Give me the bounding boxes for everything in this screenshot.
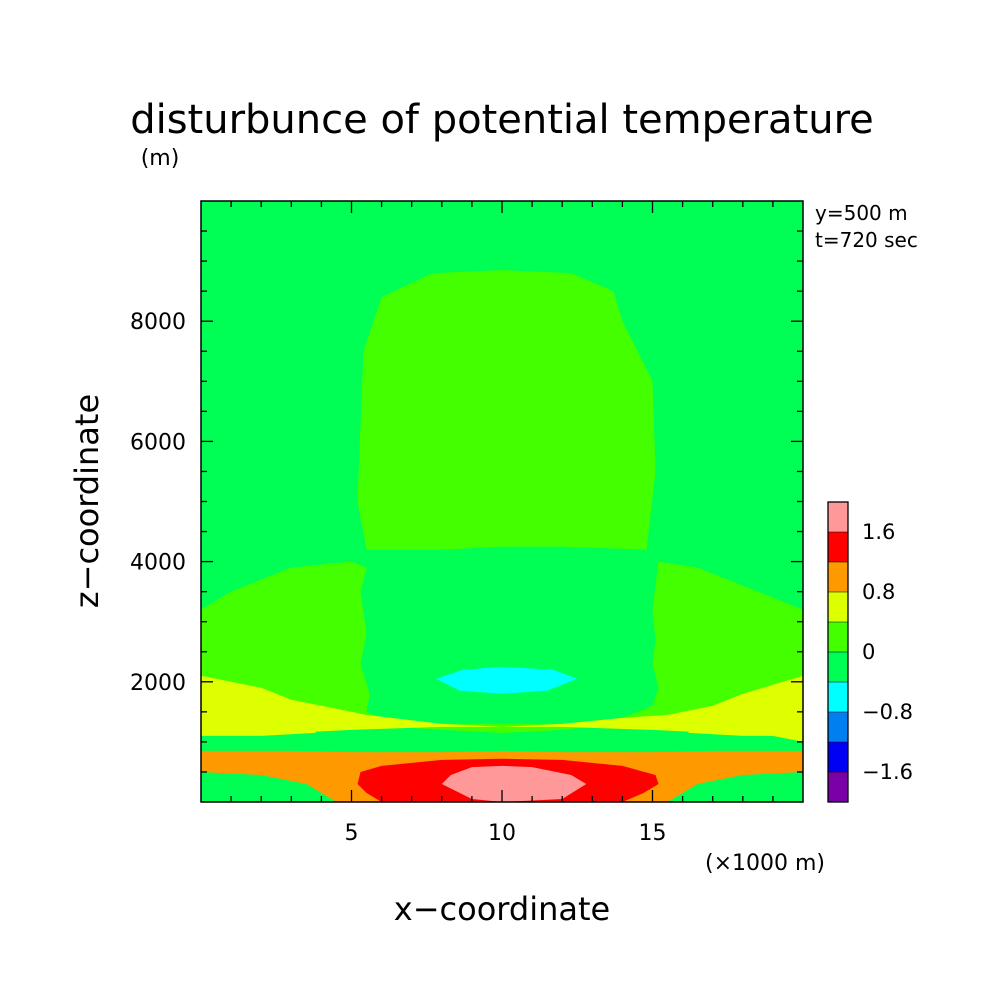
contour-region-1 [201,561,803,733]
colorbar-swatch [828,742,848,772]
x-tick-label: 10 [488,821,516,846]
contour-region-8 [688,723,803,736]
colorbar-label: 0.8 [862,580,895,604]
y-axis-label: z−coordinate [68,394,106,608]
y-tick-label: 8000 [130,310,186,335]
contour-region-5 [441,765,587,802]
x-unit-label: (×1000 m) [705,851,825,876]
contour-region-2 [201,675,803,742]
contour-region-0 [357,270,656,550]
y-tick-label: 6000 [130,430,186,455]
colorbar-label: 0 [862,640,875,664]
colorbar-label: −0.8 [862,700,913,724]
y-unit-label: (m) [141,146,180,171]
contour-region-6 [435,666,578,694]
x-tick-label: 5 [345,821,359,846]
colorbar-swatch [828,772,848,802]
contour-regions [201,270,803,802]
colorbar: 1.6 0.8 0 −0.8 −1.6 [827,501,913,803]
colorbar-swatch [828,682,848,712]
colorbar-swatch [828,622,848,652]
plot-area: 5 10 15 2000 4000 6000 8000 [130,200,804,846]
chart-title: disturbunce of potential temperature [130,97,874,143]
colorbar-swatch [828,652,848,682]
colorbar-label: 1.6 [862,520,895,544]
annotation-t: t=720 sec [815,228,918,252]
colorbar-label: −1.6 [862,760,913,784]
y-tick-label: 2000 [130,671,186,696]
annotation-y: y=500 m [815,201,908,225]
x-axis-label: x−coordinate [394,890,610,928]
y-tick-label: 4000 [130,551,186,576]
colorbar-swatch [828,712,848,742]
contour-region-7 [201,723,316,736]
colorbar-swatch [828,562,848,592]
colorbar-swatch [828,502,848,532]
colorbar-swatch [828,592,848,622]
colorbar-swatch [828,532,848,562]
axis-ticks: 5 10 15 2000 4000 6000 8000 [130,201,803,846]
x-tick-label: 15 [639,821,667,846]
